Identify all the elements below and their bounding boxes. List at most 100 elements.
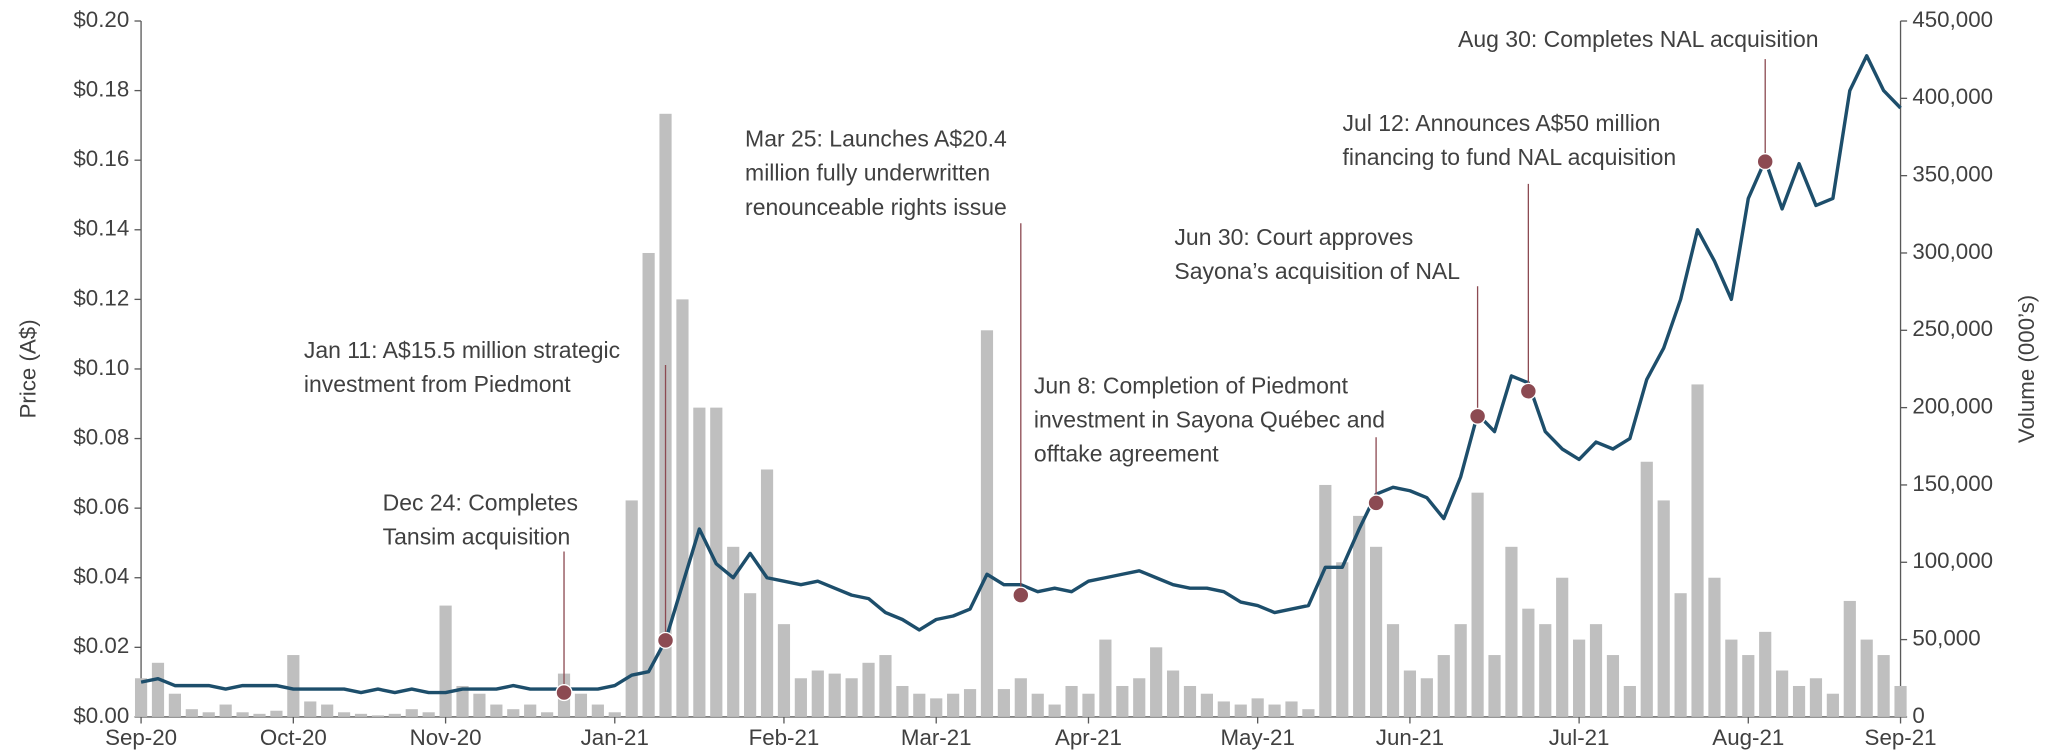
annotation-dot [1756,153,1774,171]
annotation-dot [1367,494,1385,512]
y-tick-label: $0.16 [73,146,129,171]
volume-bar [1657,500,1670,717]
volume-bar [388,713,401,717]
volume-bar [930,698,943,717]
annotation-text: Jul 12: Announces A$50 million [1343,110,1661,136]
volume-bar [473,693,486,717]
y2-tick-label: 150,000 [1912,471,1993,496]
y-tick-label: $0.02 [73,633,129,658]
y-tick-label: $0.06 [73,494,129,519]
volume-bar [1302,709,1315,717]
volume-bar [574,693,588,717]
volume-bar [439,605,452,717]
volume-bar [1877,655,1890,717]
y-tick-label: $0.00 [73,703,129,728]
x-tick-label: Nov-20 [410,725,482,750]
x-tick-label: Oct-20 [260,725,327,750]
volume-bar [963,689,977,717]
y-tick-label: $0.08 [73,424,129,449]
volume-bar [371,715,385,717]
annotation-dot [555,684,573,702]
volume-bar [1336,562,1349,717]
annotation-text: million fully underwritten [745,160,990,186]
volume-bar [1082,693,1095,717]
volume-bar [1014,678,1027,717]
volume-bar [304,701,317,717]
volume-bar [456,685,469,717]
annotation-text: Jun 30: Court approves [1174,224,1413,250]
y2-tick-label: 450,000 [1912,7,1993,32]
volume-bar [1234,704,1247,717]
x-tick-label: Jan-21 [581,725,649,750]
volume-bar [1150,647,1163,717]
volume-bar [1539,624,1552,717]
volume-bar [1183,685,1197,717]
annotation-text: Sayona’s acquisition of NAL [1174,258,1460,284]
annotation-text: Mar 25: Launches A$20.4 [745,126,1007,152]
volume-bar [168,693,181,717]
x-tick-label: Sep-21 [1865,725,1937,750]
annotation-text: Jan 11: A$15.5 million strategic [304,337,620,363]
volume-bar [1437,655,1450,717]
volume-bar [727,546,740,717]
volume-bar [1386,624,1400,717]
volume-bar [1759,631,1772,717]
volume-bar [1268,704,1281,717]
volume-bar [1894,685,1907,717]
volume-bar [507,709,520,717]
volume-bar [1031,693,1044,717]
x-tick-label: Apr-21 [1055,725,1122,750]
annotation-text: investment in Sayona Québec and [1034,407,1385,433]
volume-bar [151,662,165,717]
volume-bar [1065,685,1078,717]
volume-bar [625,500,638,717]
volume-bar [1319,484,1332,717]
y-tick-label: $0.04 [73,564,129,589]
volume-bar [287,655,300,717]
volume-bar [1623,685,1636,717]
volume-bar [1454,624,1467,717]
annotation-text: financing to fund NAL acquisition [1343,144,1677,170]
x-tick-label: Sep-20 [105,725,177,750]
y2-axis-label: Volume (000’s) [2014,295,2039,443]
volume-bar [1116,685,1129,717]
volume-bar [811,670,824,717]
y2-tick-label: 350,000 [1912,162,1993,187]
x-tick-label: Feb-21 [749,725,820,750]
volume-bar [1640,461,1653,717]
x-tick-label: Jul-21 [1549,725,1610,750]
volume-bar [828,673,841,717]
volume-bar [744,593,757,717]
volume-bar [1522,608,1535,717]
y-axis-label: Price (A$) [15,319,40,418]
annotation-dot [1012,586,1030,604]
volume-bar [422,712,435,717]
annotation-text: Aug 30: Completes NAL acquisition [1458,26,1818,52]
volume-bar [1048,704,1061,717]
volume-bar [1589,624,1603,717]
annotation-text: investment from Piedmont [304,371,571,397]
annotation-text: Tansim acquisition [383,523,571,549]
volume-bar [253,713,266,717]
volume-bar [490,704,503,717]
volume-bar [760,469,774,717]
volume-bar [1809,678,1823,717]
volume-bar [1353,515,1366,717]
volume-bar [185,709,198,717]
volume-bar [1369,546,1383,717]
volume-bar [913,693,926,717]
annotation-text: offtake agreement [1034,441,1219,467]
volume-bar [270,710,283,717]
y2-tick-label: 50,000 [1912,625,1980,650]
volume-bar [1251,698,1264,717]
volume-bar [1606,655,1620,717]
volume-bar [1742,655,1755,717]
y2-tick-label: 100,000 [1912,548,1993,573]
volume-bar [1691,384,1704,717]
y2-tick-label: 250,000 [1912,316,1993,341]
volume-bar [693,407,706,717]
volume-bar [405,709,418,717]
volume-bar [134,678,148,717]
volume-bar [1792,685,1806,717]
